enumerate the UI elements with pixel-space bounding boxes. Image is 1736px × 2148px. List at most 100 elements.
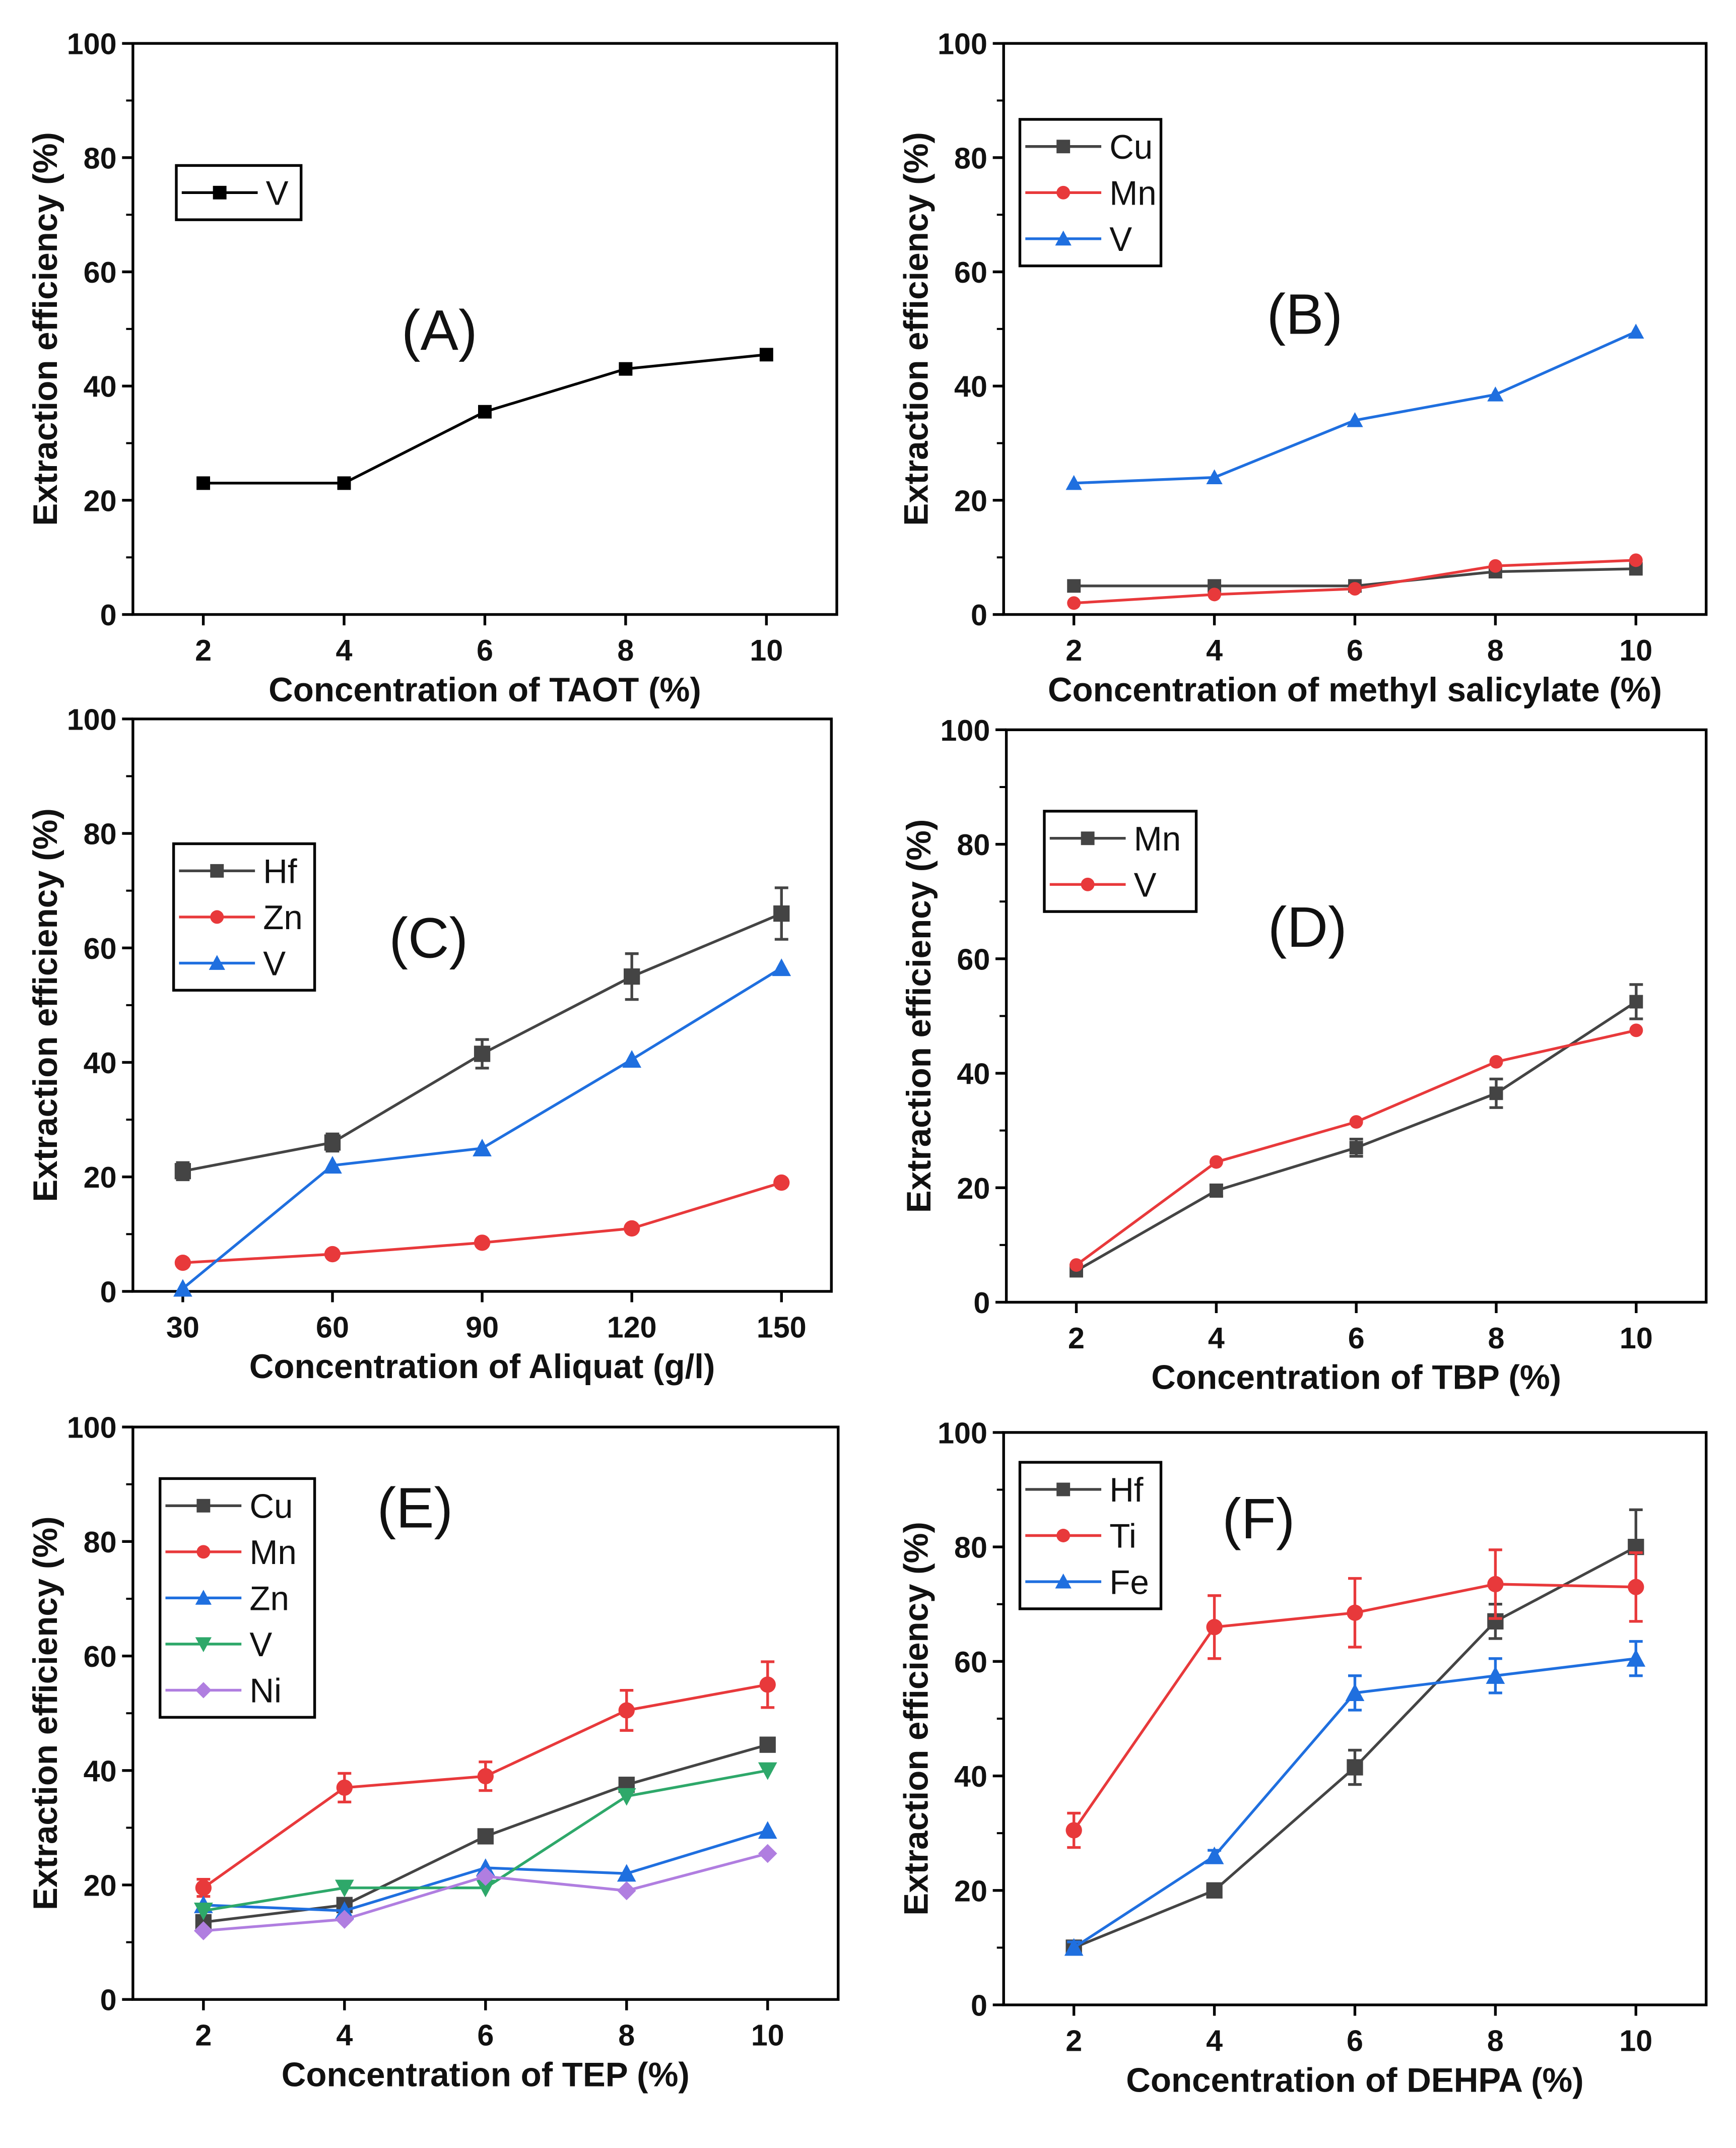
legend-label: V (263, 945, 286, 983)
x-tick-label: 150 (757, 1310, 807, 1344)
panel-label: (E) (377, 1476, 453, 1539)
y-axis-label: Extraction efficiency (%) (27, 1516, 64, 1910)
data-point (1629, 1023, 1643, 1037)
y-tick-label: 20 (957, 1171, 990, 1205)
data-point (1206, 1882, 1223, 1899)
data-point (324, 1246, 341, 1263)
data-point (1488, 559, 1502, 573)
data-point (477, 1828, 494, 1845)
data-point (1487, 1576, 1504, 1593)
data-point (1206, 469, 1223, 484)
legend: Cu Mn Zn V Ni (158, 1477, 316, 1719)
x-tick-label: 4 (1208, 1321, 1225, 1355)
data-point (1629, 995, 1643, 1009)
series-line (1076, 1000, 1637, 1272)
y-tick-label: 0 (100, 1275, 117, 1309)
data-point (193, 1902, 213, 1920)
data-point (758, 1821, 777, 1839)
data-point (1487, 386, 1504, 402)
data-point (323, 1156, 342, 1174)
x-tick-label: 2 (195, 633, 212, 667)
y-tick-label: 0 (100, 598, 117, 632)
series-fe (1064, 1640, 1646, 1956)
legend-label: Hf (263, 853, 297, 891)
y-tick-label: 20 (954, 484, 987, 517)
data-point (1065, 1822, 1082, 1839)
y-tick-label: 20 (84, 484, 117, 517)
y-tick-label: 100 (938, 27, 987, 61)
panel-label: (B) (1267, 282, 1343, 346)
legend-label: V (1134, 867, 1157, 904)
data-point (1205, 1846, 1224, 1864)
data-point (624, 1220, 640, 1237)
x-tick-label: 120 (607, 1310, 657, 1344)
x-tick-label: 6 (477, 2019, 494, 2052)
y-axis-label: Extraction efficiency (%) (27, 808, 64, 1202)
x-axis-label: Concentration of methyl salicylate (%) (1048, 671, 1662, 709)
x-tick-label: 8 (618, 2019, 635, 2052)
chart-panel-e: 0 20 40 60 80 100 2 4 6 8 10 Concentration of TEP (… (27, 1411, 840, 2094)
series-line (203, 353, 767, 485)
data-point (1209, 1155, 1223, 1169)
y-tick-label: 100 (67, 1411, 117, 1445)
y-tick-label: 60 (954, 1645, 987, 1679)
data-point (617, 1881, 636, 1901)
data-point (335, 1910, 354, 1929)
data-point (758, 1762, 777, 1780)
legend-label: Hf (1109, 1471, 1144, 1509)
y-tick-label: 20 (954, 1874, 987, 1908)
series-v (1070, 1023, 1643, 1272)
legend-marker (213, 185, 227, 200)
legend-box (1043, 810, 1198, 913)
plot-frame (131, 42, 838, 616)
y-tick-label: 80 (954, 141, 987, 175)
data-point (1208, 588, 1222, 602)
data-point (617, 1864, 636, 1882)
data-point (1628, 323, 1644, 339)
series-mn (1067, 553, 1643, 610)
legend-label: V (1109, 221, 1132, 258)
data-point (196, 476, 211, 490)
chart-panel-d: 0 20 40 60 80 100 2 4 6 8 10 Concentration of TBP (… (900, 713, 1708, 1397)
data-point (618, 1702, 635, 1719)
y-tick-label: 100 (67, 702, 117, 736)
x-tick-label: 10 (750, 633, 783, 667)
data-point (195, 1879, 212, 1896)
y-axis-label: Extraction efficiency (%) (27, 132, 64, 526)
data-point (1067, 596, 1081, 610)
y-tick-label: 40 (954, 370, 987, 404)
x-tick-label: 8 (1487, 633, 1504, 667)
legend-marker (1055, 1573, 1072, 1589)
legend: Mn V (1043, 810, 1198, 913)
legend-label: Cu (1109, 128, 1153, 166)
legend-marker (1056, 1529, 1071, 1542)
y-tick-label: 0 (973, 1286, 990, 1320)
legend: V (175, 164, 303, 221)
legend-marker (1056, 185, 1071, 200)
data-point (1347, 1759, 1363, 1776)
x-tick-label: 8 (1487, 2024, 1504, 2058)
y-tick-label: 100 (938, 1416, 987, 1450)
legend: Hf Zn V (172, 842, 316, 992)
data-point (622, 1050, 642, 1068)
data-point (473, 1139, 492, 1157)
legend-marker (1056, 1482, 1071, 1496)
x-tick-label: 4 (1206, 2024, 1223, 2058)
data-point (477, 1768, 494, 1785)
legend-label: V (249, 1626, 272, 1664)
x-tick-label: 6 (1348, 1321, 1365, 1355)
x-tick-label: 4 (336, 633, 353, 667)
panel-label: (C) (389, 906, 468, 970)
plot-frame (131, 718, 833, 1293)
series-mn (1070, 983, 1643, 1278)
y-tick-label: 60 (84, 932, 117, 965)
legend: Cu Mn V (1018, 118, 1163, 268)
data-point (335, 1879, 354, 1898)
x-tick-label: 10 (1619, 2024, 1652, 2058)
y-tick-label: 40 (957, 1057, 990, 1091)
data-point (336, 1779, 353, 1796)
y-tick-label: 20 (84, 1869, 117, 1903)
legend-label: Ti (1109, 1518, 1137, 1555)
x-tick-label: 10 (751, 2019, 784, 2052)
x-tick-label: 2 (195, 2019, 212, 2052)
